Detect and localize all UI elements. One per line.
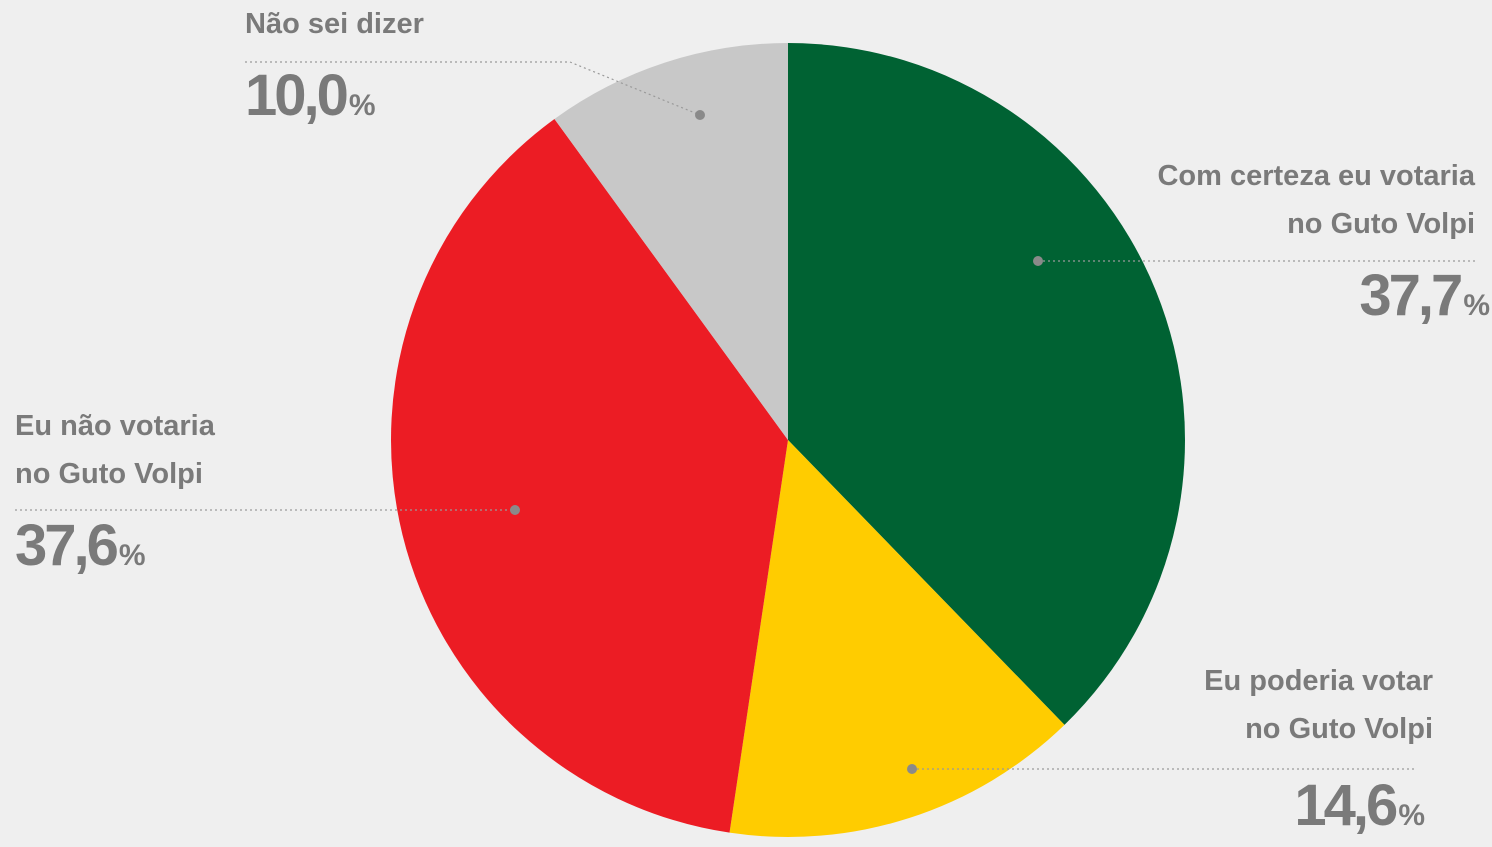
value-label: 37,7% [1359,263,1490,328]
slice-label: Com certeza eu votaria no Guto Volpi [1157,160,1475,240]
leader-dot [1033,256,1043,266]
value-label: 10,0% [245,63,376,128]
label-line: Com certeza eu votaria [1157,160,1475,192]
value-unit: % [1398,799,1425,832]
label-line: no Guto Volpi [1245,713,1433,745]
value-unit: % [1463,289,1490,322]
value-number: 37,6 [15,513,118,578]
leader-dot [695,110,705,120]
pie-slice [391,118,788,833]
value-label: 14,6% [1294,773,1425,838]
pie-slice [554,43,788,440]
label-line: no Guto Volpi [15,458,203,490]
value-label: 37,6% [15,513,146,578]
pie-slice [729,440,1065,837]
value-unit: % [119,539,146,572]
slice-label: Eu não votaria no Guto Volpi [15,410,216,490]
leader-line [245,61,701,116]
value-number: 37,7 [1359,263,1461,328]
slice-label: Eu poderia votar no Guto Volpi [1204,665,1433,745]
value-number: 14,6 [1294,773,1397,838]
label-line: Eu não votaria [15,410,216,442]
leader-dot [510,505,520,515]
label-line: Não sei dizer [245,8,424,40]
label-line: Eu poderia votar [1204,665,1433,697]
leader-dot [907,764,917,774]
pie-slice [788,43,1185,725]
label-line: no Guto Volpi [1287,208,1475,240]
value-number: 10,0 [245,63,347,128]
value-unit: % [349,89,376,122]
slice-label: Não sei dizer [245,8,424,40]
